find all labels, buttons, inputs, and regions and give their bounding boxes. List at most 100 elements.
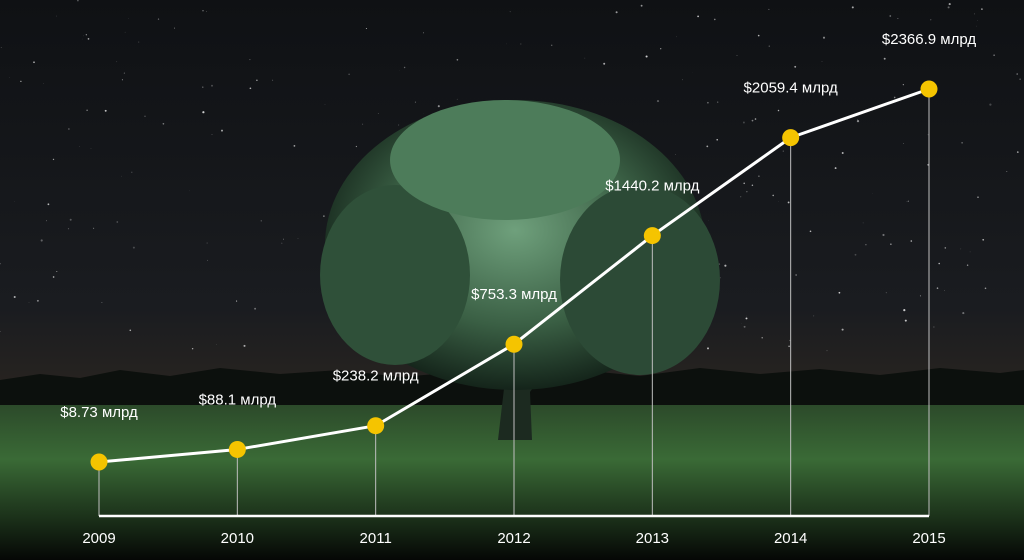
star — [960, 248, 962, 250]
star — [717, 101, 719, 103]
star — [254, 307, 257, 310]
star — [897, 41, 899, 43]
star — [221, 129, 223, 132]
star — [615, 11, 618, 14]
star — [838, 291, 841, 294]
star — [324, 104, 326, 105]
star — [981, 8, 983, 10]
star — [944, 247, 947, 249]
star — [706, 145, 709, 148]
star — [56, 15, 57, 17]
star — [961, 141, 963, 144]
star — [377, 112, 379, 115]
star — [0, 263, 1, 265]
star — [697, 15, 699, 18]
star — [584, 57, 586, 59]
star — [761, 337, 763, 339]
star — [0, 331, 1, 332]
star — [813, 315, 815, 317]
tree-canopy-right — [560, 185, 720, 375]
star — [977, 196, 979, 198]
star — [834, 167, 837, 170]
star — [948, 3, 951, 6]
star — [162, 122, 165, 125]
star — [969, 251, 971, 253]
star — [947, 6, 950, 9]
star — [506, 43, 507, 45]
star — [707, 101, 709, 104]
star — [456, 98, 458, 100]
star — [206, 11, 208, 13]
star — [835, 86, 837, 88]
data-label: $2059.4 млрд — [744, 80, 838, 97]
star — [966, 264, 969, 266]
star — [403, 66, 406, 69]
star — [974, 13, 975, 15]
star — [681, 79, 683, 81]
star — [249, 87, 252, 90]
star — [323, 215, 325, 217]
star — [742, 121, 745, 124]
star — [907, 200, 909, 202]
star — [906, 200, 908, 202]
star — [794, 65, 797, 68]
star — [882, 233, 885, 237]
star — [437, 105, 440, 108]
star — [656, 100, 660, 103]
star — [746, 191, 748, 193]
star — [124, 31, 126, 33]
star — [1016, 73, 1018, 75]
star — [550, 44, 553, 47]
star — [707, 347, 709, 350]
star — [281, 242, 283, 244]
data-labels: $8.73 млрд $88.1 млрд $238.2 млрд $753.3 мл… — [60, 31, 976, 421]
star — [211, 134, 213, 135]
star — [0, 46, 2, 49]
star — [211, 84, 213, 87]
star — [138, 41, 140, 43]
star — [1016, 151, 1019, 153]
star — [191, 347, 194, 350]
star — [293, 145, 296, 147]
data-label: $753.3 млрд — [471, 286, 557, 303]
star — [202, 86, 204, 88]
star — [944, 290, 945, 292]
star — [236, 300, 238, 302]
star — [982, 238, 985, 241]
star — [77, 0, 79, 2]
star — [243, 344, 246, 347]
star — [989, 103, 992, 106]
tree-canopy-left — [320, 185, 470, 365]
data-markers — [90, 80, 938, 471]
data-label: $238.2 млрд — [333, 368, 419, 385]
star — [716, 138, 718, 141]
star — [919, 295, 921, 297]
star — [745, 317, 748, 320]
star — [283, 238, 284, 240]
star — [862, 222, 864, 224]
star — [795, 274, 797, 276]
star — [101, 302, 103, 303]
star — [81, 38, 83, 40]
star — [121, 79, 123, 81]
star — [821, 61, 823, 62]
drop-lines — [98, 89, 930, 516]
star — [362, 123, 364, 125]
data-label: $2366.9 млрд — [882, 31, 976, 48]
star — [157, 18, 160, 20]
star — [757, 34, 760, 37]
star — [826, 350, 828, 352]
star — [1019, 78, 1021, 80]
star — [927, 134, 929, 136]
star — [603, 62, 606, 65]
star — [123, 72, 125, 74]
star — [936, 287, 939, 289]
star — [740, 196, 742, 198]
star — [36, 299, 39, 302]
star — [93, 227, 95, 229]
star — [129, 329, 132, 332]
star — [893, 96, 896, 99]
data-point — [643, 227, 661, 245]
